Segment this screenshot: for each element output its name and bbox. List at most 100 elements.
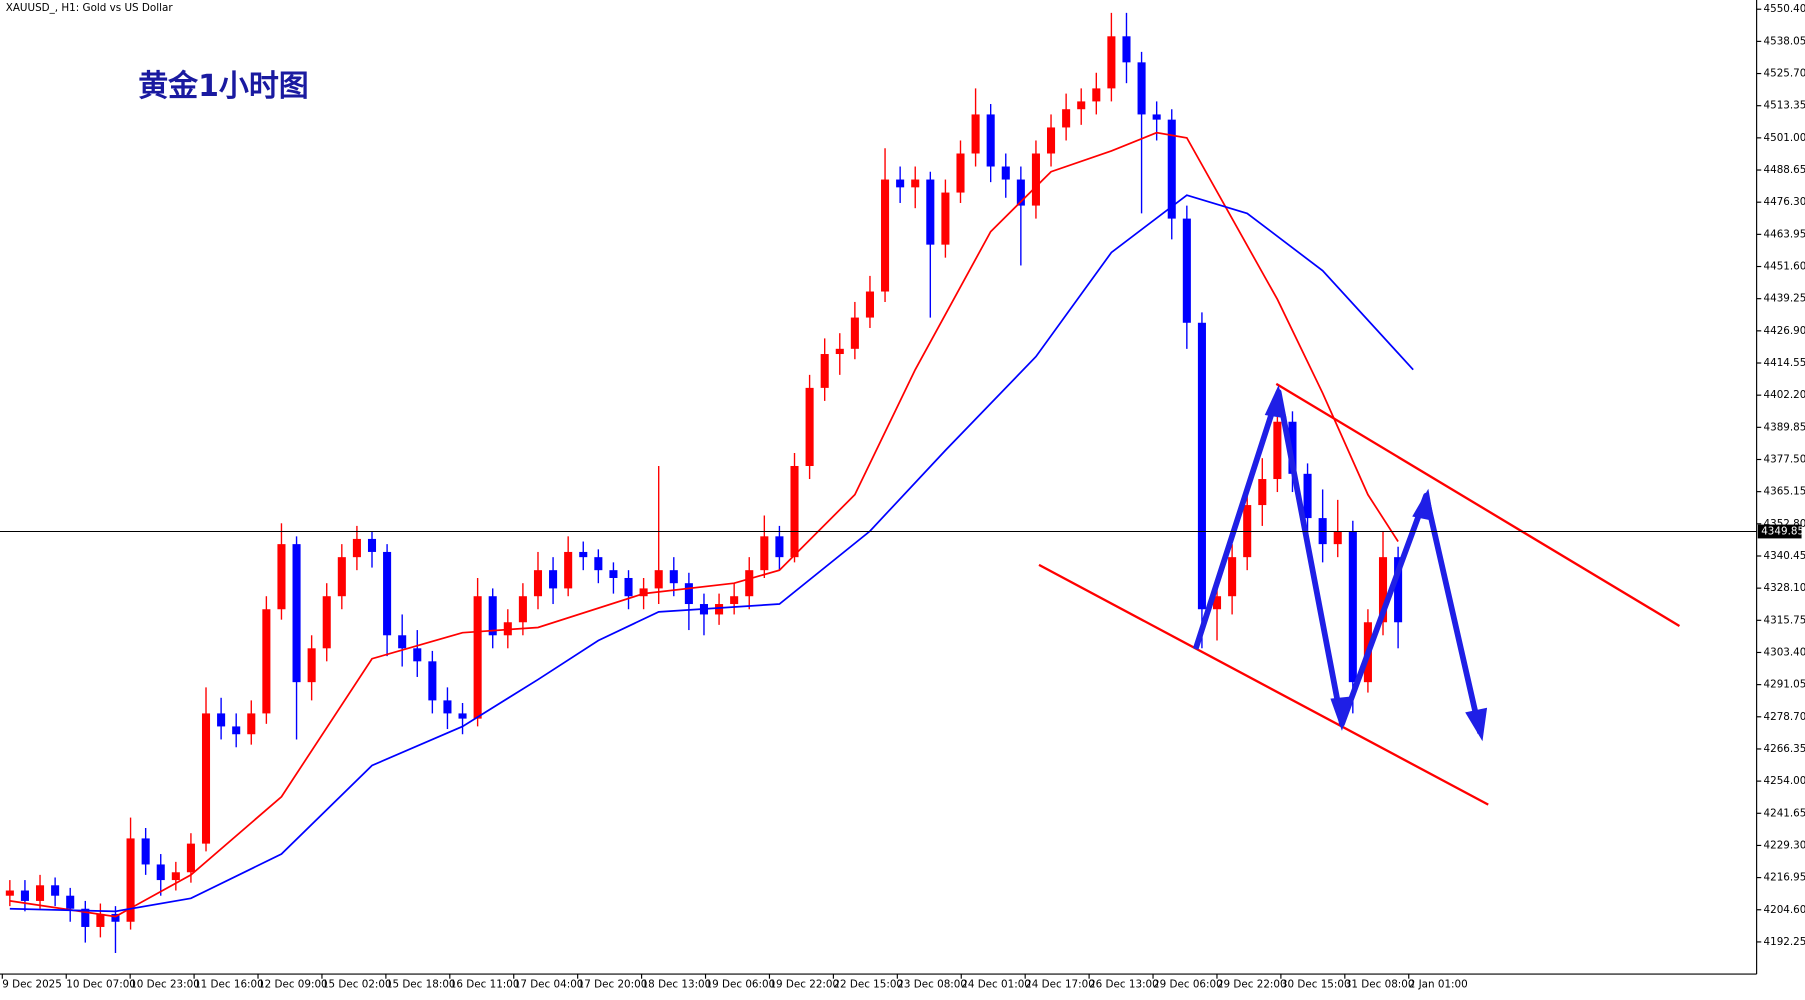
x-tick-label: 17 Dec 04:00	[514, 978, 584, 990]
candle-body	[1031, 153, 1040, 206]
y-tick-label: 4377.50	[1764, 453, 1805, 465]
arrow-head	[1330, 696, 1354, 731]
candle-body	[307, 648, 316, 683]
candle-body	[473, 596, 482, 719]
x-tick-label: 17 Dec 20:00	[578, 978, 648, 990]
candle-body	[1152, 114, 1161, 120]
x-tick-label: 22 Dec 15:00	[833, 978, 903, 990]
candle-body	[881, 179, 890, 292]
y-tick-label: 4192.25	[1764, 936, 1805, 948]
y-tick-label: 4476.30	[1764, 196, 1805, 208]
candle-body	[594, 557, 603, 571]
y-tick-label: 4550.40	[1764, 3, 1805, 15]
y-tick-label: 4229.30	[1764, 839, 1805, 851]
candle-body	[1303, 473, 1312, 519]
x-tick-label: 30 Dec 15:00	[1281, 978, 1351, 990]
candle-body	[730, 596, 739, 605]
candle-body	[156, 864, 165, 881]
x-tick-label: 31 Dec 08:00	[1345, 978, 1415, 990]
candle-body	[171, 872, 180, 881]
candle-body	[1077, 101, 1086, 110]
candle-body	[564, 551, 573, 589]
candle-body	[398, 635, 407, 649]
candle-body	[926, 179, 935, 245]
y-tick-label: 4451.60	[1764, 261, 1805, 273]
candle-body	[1167, 119, 1176, 219]
y-tick-label: 4538.05	[1764, 35, 1805, 47]
candle-body	[337, 557, 346, 597]
candle-body	[352, 538, 361, 558]
trend-line	[1275, 382, 1681, 627]
y-tick-label: 4303.40	[1764, 646, 1805, 658]
y-tick-label: 4241.65	[1764, 807, 1805, 819]
x-tick-label: 10 Dec 23:00	[130, 978, 200, 990]
candle-body	[835, 348, 844, 355]
candle-body	[232, 726, 241, 735]
candle-body	[367, 538, 377, 552]
y-tick-label: 4315.75	[1764, 614, 1805, 626]
x-tick-label: 12 Dec 09:00	[258, 978, 328, 990]
trend-line	[1038, 563, 1489, 806]
candle-body	[1258, 479, 1267, 506]
x-tick-label: 15 Dec 02:00	[322, 978, 392, 990]
candle-body	[51, 885, 60, 896]
candle-body	[624, 577, 633, 597]
candle-body	[458, 713, 467, 719]
candle-body	[1348, 531, 1357, 683]
y-tick-label: 4513.35	[1764, 100, 1805, 112]
candle-body	[5, 890, 14, 896]
candle-body	[1378, 557, 1388, 623]
candle-body	[896, 179, 905, 188]
candle-body	[186, 843, 195, 873]
candle-body	[488, 596, 497, 636]
x-tick-label: 19 Dec 22:00	[769, 978, 839, 990]
candle-body	[1197, 322, 1206, 610]
candle-body	[1016, 179, 1025, 206]
candle-body	[1228, 557, 1237, 597]
candle-body	[20, 890, 29, 901]
y-tick-label: 4328.10	[1764, 582, 1805, 594]
candle-body	[66, 895, 75, 909]
candle-body	[201, 713, 211, 844]
moving-average	[9, 131, 1399, 918]
y-tick-label: 4488.65	[1764, 164, 1805, 176]
candle-body	[277, 544, 286, 610]
candle-body	[1062, 109, 1071, 128]
candle-body	[1182, 218, 1191, 323]
candle-body	[790, 466, 799, 558]
candle-body	[805, 387, 814, 467]
candle-body	[745, 570, 754, 597]
arrow-head	[1465, 707, 1488, 742]
candle-body	[850, 317, 859, 349]
candle-body	[1137, 62, 1146, 115]
candle-body	[1122, 36, 1131, 63]
candle-body	[428, 661, 437, 701]
x-tick-label: 24 Dec 17:00	[1025, 978, 1095, 990]
candle-body	[1273, 421, 1282, 480]
candle-body	[247, 713, 256, 735]
candle-body	[684, 583, 693, 605]
arrow-head	[1412, 488, 1435, 522]
candle-body	[654, 570, 663, 589]
y-tick-label: 4414.55	[1764, 357, 1805, 369]
candle-body	[141, 838, 150, 865]
y-tick-label: 4266.35	[1764, 743, 1805, 755]
y-tick-label: 4501.00	[1764, 132, 1805, 144]
candle-body	[669, 570, 678, 584]
candle-body	[262, 609, 271, 714]
candle-body	[322, 596, 331, 649]
candle-body	[1333, 531, 1342, 545]
x-tick-label: 29 Dec 22:00	[1217, 978, 1287, 990]
candle-body	[533, 570, 543, 597]
y-tick-label: 4291.05	[1764, 679, 1805, 691]
current-price-label: 4349.85	[1761, 526, 1804, 538]
candle-body	[971, 114, 980, 154]
candle-body	[1394, 557, 1403, 623]
arrow-head	[1264, 385, 1287, 419]
candle-body	[126, 838, 135, 922]
chart-title: XAUUSD_, H1: Gold vs US Dollar	[6, 2, 174, 14]
x-tick-label: 19 Dec 06:00	[706, 978, 776, 990]
y-tick-label: 4340.45	[1764, 550, 1805, 562]
